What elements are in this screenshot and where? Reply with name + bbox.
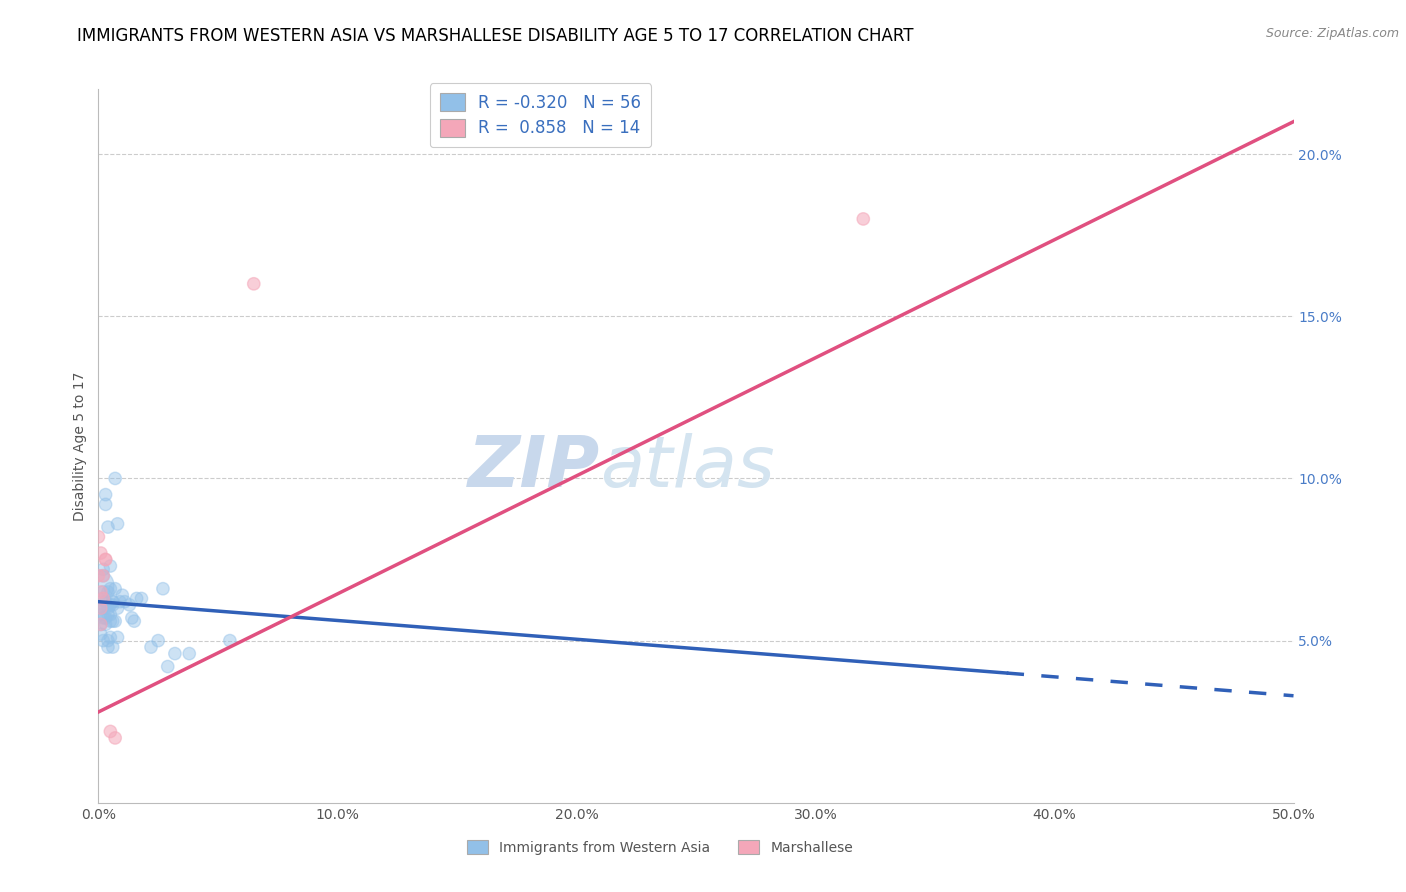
Point: [91, 591, 114, 606]
Point: [101, 598, 124, 612]
Point: [156, 659, 179, 673]
Point: [94, 497, 117, 511]
Point: [90, 627, 112, 641]
Text: ZIP: ZIP: [468, 433, 600, 502]
Point: [118, 598, 141, 612]
Legend: Immigrants from Western Asia, Marshallese: Immigrants from Western Asia, Marshalles…: [461, 834, 859, 860]
Point: [94, 552, 117, 566]
Point: [91, 633, 114, 648]
Point: [91, 591, 114, 606]
Point: [98, 559, 122, 574]
Point: [91, 611, 114, 625]
Point: [104, 582, 127, 596]
Point: [98, 582, 122, 596]
Point: [179, 647, 201, 661]
Point: [94, 611, 117, 625]
Point: [91, 568, 114, 582]
Point: [152, 582, 174, 596]
Point: [94, 552, 117, 566]
Point: [163, 647, 186, 661]
Point: [94, 601, 117, 615]
Point: [98, 607, 122, 622]
Text: IMMIGRANTS FROM WESTERN ASIA VS MARSHALLESE DISABILITY AGE 5 TO 17 CORRELATION C: IMMIGRANTS FROM WESTERN ASIA VS MARSHALL…: [77, 27, 914, 45]
Point: [87, 530, 110, 544]
Point: [94, 595, 117, 609]
Point: [125, 591, 148, 606]
Point: [104, 471, 127, 485]
Point: [97, 601, 120, 615]
Point: [243, 277, 266, 291]
Point: [148, 633, 170, 648]
Point: [90, 585, 112, 599]
Point: [94, 617, 117, 632]
Point: [98, 598, 122, 612]
Y-axis label: Disability Age 5 to 17: Disability Age 5 to 17: [73, 371, 87, 521]
Point: [124, 614, 146, 628]
Point: [87, 568, 110, 582]
Point: [852, 211, 875, 226]
Point: [90, 546, 112, 560]
Point: [111, 588, 134, 602]
Point: [97, 640, 120, 654]
Point: [131, 591, 153, 606]
Text: atlas: atlas: [600, 433, 775, 502]
Point: [139, 640, 162, 654]
Point: [87, 578, 110, 592]
Point: [91, 562, 114, 576]
Point: [98, 614, 122, 628]
Text: Source: ZipAtlas.com: Source: ZipAtlas.com: [1265, 27, 1399, 40]
Point: [104, 614, 127, 628]
Point: [90, 617, 112, 632]
Point: [98, 724, 122, 739]
Point: [101, 595, 124, 609]
Point: [97, 585, 120, 599]
Point: [114, 595, 136, 609]
Point: [90, 601, 112, 615]
Point: [121, 611, 143, 625]
Point: [108, 595, 131, 609]
Point: [91, 568, 114, 582]
Point: [219, 633, 242, 648]
Point: [94, 488, 117, 502]
Point: [97, 607, 120, 622]
Point: [107, 631, 129, 645]
Point: [101, 614, 124, 628]
Point: [98, 631, 122, 645]
Point: [90, 617, 112, 632]
Point: [90, 601, 112, 615]
Point: [104, 731, 127, 745]
Point: [97, 520, 120, 534]
Point: [101, 640, 124, 654]
Point: [107, 516, 129, 531]
Point: [97, 633, 120, 648]
Point: [90, 607, 112, 622]
Point: [101, 595, 124, 609]
Point: [91, 585, 114, 599]
Point: [91, 601, 114, 615]
Point: [107, 601, 129, 615]
